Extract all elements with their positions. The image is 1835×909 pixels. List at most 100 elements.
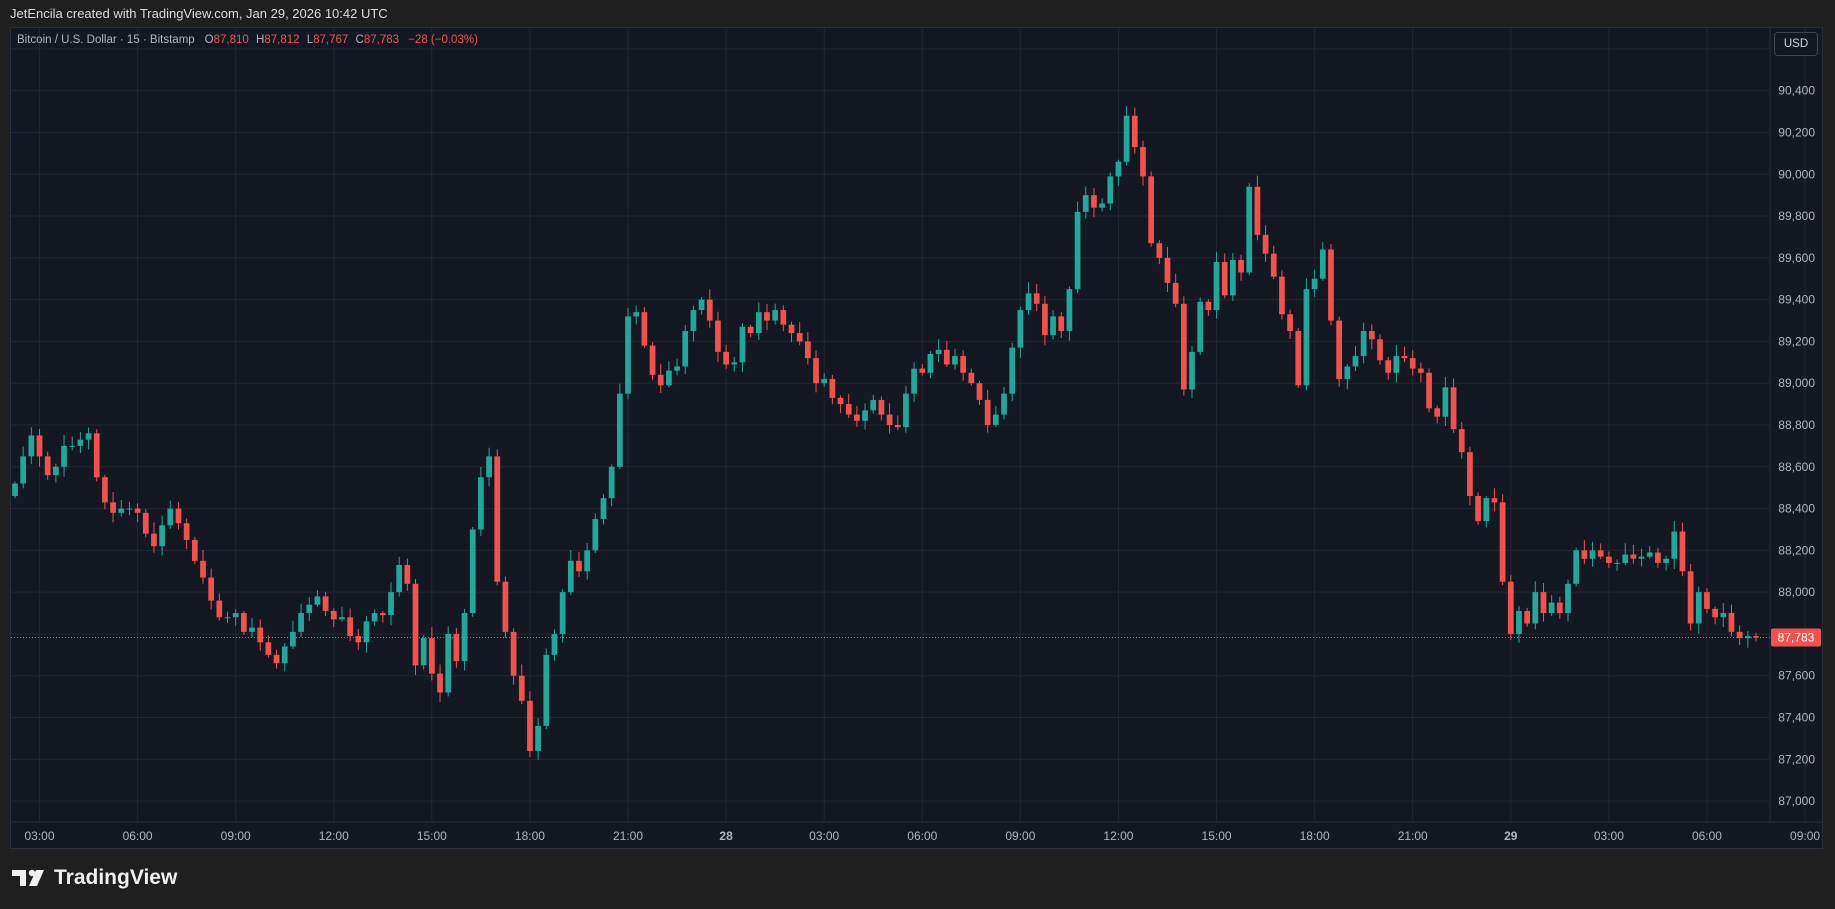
candle xyxy=(821,373,828,387)
candle xyxy=(1180,296,1187,396)
candle xyxy=(12,481,18,499)
last-price-tag-bg xyxy=(1771,628,1821,647)
time-axis[interactable]: 03:00 06:00 09:00 12:00 15:00 18:00 21:00 28 03:… xyxy=(25,829,1821,843)
candle-body xyxy=(1082,195,1089,212)
candle xyxy=(208,568,215,610)
candle xyxy=(527,691,533,758)
candle xyxy=(1238,254,1244,281)
candle xyxy=(666,361,672,388)
candle-body xyxy=(682,330,689,367)
candle xyxy=(780,305,787,332)
candle xyxy=(1524,607,1530,627)
candle-body xyxy=(903,393,909,428)
candle xyxy=(306,596,313,621)
candle-body xyxy=(1025,293,1032,311)
candle-body xyxy=(1467,452,1473,497)
time-tick-label: 18:00 xyxy=(1300,829,1330,843)
candle xyxy=(1066,286,1073,341)
candle xyxy=(1107,172,1114,211)
candle xyxy=(739,323,746,373)
candle-body xyxy=(126,508,133,510)
candle xyxy=(788,321,795,343)
candle xyxy=(1262,225,1269,262)
candle-body xyxy=(837,397,844,405)
price-tick-label: 88,600 xyxy=(1778,460,1815,474)
candle xyxy=(1573,547,1580,587)
candle-body xyxy=(747,326,754,334)
candle-body xyxy=(298,613,304,632)
candle-body xyxy=(976,383,983,400)
candle xyxy=(1671,520,1678,569)
candle-body xyxy=(167,508,174,526)
candle xyxy=(518,664,525,705)
candle-body xyxy=(1409,358,1416,369)
candle-body xyxy=(1246,186,1253,273)
candle-body xyxy=(1687,571,1694,624)
candle-body xyxy=(1401,356,1408,359)
candle-body xyxy=(306,604,313,614)
candle-body xyxy=(625,316,631,394)
candle-body xyxy=(927,353,934,373)
candle-body xyxy=(77,439,84,446)
candle xyxy=(1499,494,1506,586)
candle-body xyxy=(576,560,582,572)
candle-body xyxy=(510,631,517,676)
candle-body xyxy=(527,700,533,751)
candle xyxy=(1442,376,1449,427)
close-label: C xyxy=(355,34,364,46)
candle-body xyxy=(502,581,509,632)
candle xyxy=(543,648,550,730)
candle xyxy=(576,551,582,577)
candle xyxy=(600,494,607,525)
chart-panel[interactable] xyxy=(10,27,1823,849)
candle xyxy=(232,609,239,626)
price-axis[interactable]: 87,00087,20087,40087,60087,80088,00088,2… xyxy=(1778,42,1815,808)
candle-body xyxy=(1679,531,1686,572)
candle xyxy=(1695,586,1702,634)
candle xyxy=(968,368,975,386)
candle-body xyxy=(1377,339,1383,361)
candle-body xyxy=(1589,550,1596,559)
candle xyxy=(1491,488,1498,512)
candle-body xyxy=(616,393,623,467)
candle-body xyxy=(952,356,958,365)
candle xyxy=(69,436,76,451)
candle xyxy=(61,435,67,477)
candle xyxy=(1205,299,1212,316)
candle-body xyxy=(396,564,403,593)
candle xyxy=(102,474,108,510)
candle xyxy=(1148,171,1155,247)
candle-body xyxy=(44,456,51,476)
candle xyxy=(878,396,885,421)
candle-body xyxy=(347,617,353,637)
candle xyxy=(1123,105,1130,166)
time-tick-label: 06:00 xyxy=(1692,829,1722,843)
open-label: O xyxy=(204,34,214,46)
candle xyxy=(1230,253,1236,302)
candle-body xyxy=(1066,289,1073,331)
candle xyxy=(1565,579,1571,622)
candle xyxy=(1017,306,1024,358)
candle-body xyxy=(200,560,206,578)
candle-body xyxy=(567,560,574,593)
time-tick-label: 15:00 xyxy=(1202,829,1232,843)
low-label: L xyxy=(306,34,314,46)
candle xyxy=(723,344,729,369)
tradingview-logo[interactable]: TradingView xyxy=(12,866,177,890)
candle xyxy=(1540,582,1547,622)
candle xyxy=(486,447,492,487)
candle xyxy=(649,342,656,380)
candle xyxy=(1213,251,1220,319)
candle-body xyxy=(1720,613,1727,618)
candle xyxy=(796,322,803,346)
symbol-legend[interactable]: Bitcoin / U.S. Dollar · 15 · Bitstamp O8… xyxy=(17,34,478,46)
candle xyxy=(1368,324,1375,350)
candle-body xyxy=(854,414,860,421)
candle-body xyxy=(249,627,255,632)
time-tick-label: 03:00 xyxy=(809,829,839,843)
candle xyxy=(159,515,165,556)
candle xyxy=(1638,548,1645,567)
currency-button[interactable]: USD xyxy=(1774,32,1818,56)
candle xyxy=(1319,242,1326,281)
